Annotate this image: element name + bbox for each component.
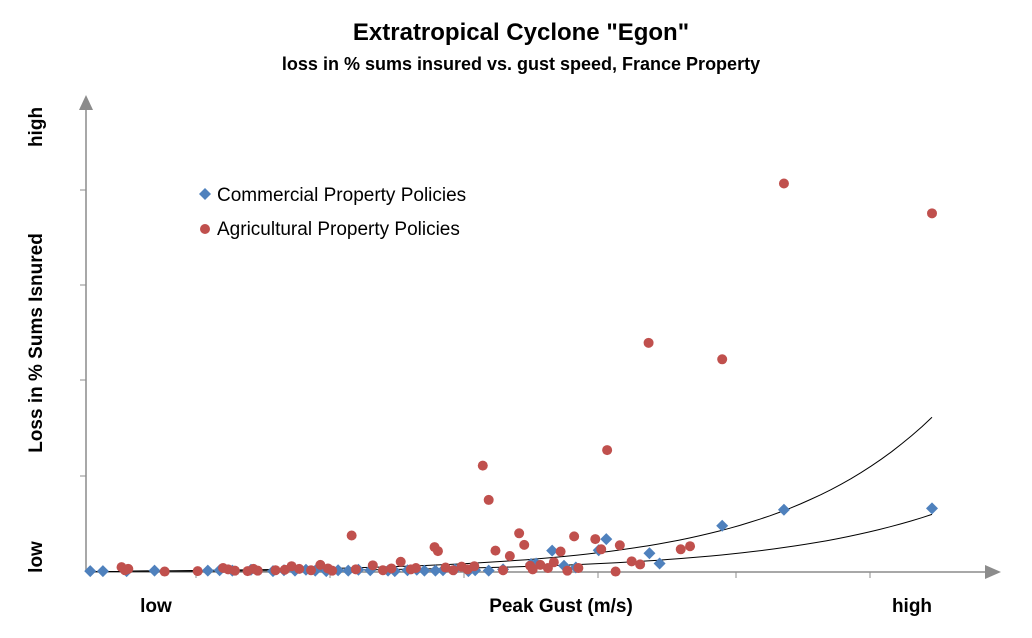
- legend-item-agricultural: Agricultural Property Policies: [200, 219, 460, 240]
- data-point-agricultural: [596, 544, 607, 555]
- data-point-agricultural: [490, 545, 501, 556]
- trendline-commercial: [90, 513, 933, 573]
- trendlines: [90, 416, 933, 573]
- data-point-commercial: [546, 544, 559, 557]
- data-point-agricultural: [410, 562, 421, 573]
- data-point-agricultural: [315, 559, 326, 570]
- data-point-agricultural: [498, 565, 509, 576]
- data-point-agricultural: [294, 563, 305, 574]
- data-point-agricultural: [483, 494, 494, 505]
- data-point-agricultural: [514, 528, 525, 539]
- data-point-agricultural: [448, 565, 459, 576]
- data-point-commercial: [84, 565, 97, 578]
- data-point-agricultural: [367, 560, 378, 571]
- data-point-commercial: [777, 503, 790, 516]
- data-point-commercial: [418, 564, 431, 577]
- data-point-agricultural: [346, 530, 357, 541]
- data-point-agricultural: [555, 546, 566, 557]
- data-point-agricultural: [395, 556, 406, 567]
- data-point-agricultural: [159, 566, 170, 577]
- data-point-agricultural: [192, 566, 203, 577]
- data-point-agricultural: [590, 534, 601, 545]
- data-point-agricultural: [778, 178, 789, 189]
- chart-title: Extratropical Cyclone "Egon": [353, 19, 689, 46]
- data-point-commercial: [148, 564, 161, 577]
- y-tick-high: high: [26, 107, 47, 147]
- axes: [79, 95, 1001, 579]
- data-point-agricultural: [306, 565, 317, 576]
- data-point-agricultural: [469, 561, 480, 572]
- data-point-commercial: [643, 547, 656, 560]
- x-axis-label: Peak Gust (m/s): [489, 596, 633, 617]
- data-point-agricultural: [717, 354, 728, 365]
- data-point-agricultural: [519, 539, 530, 550]
- data-point-agricultural: [685, 541, 696, 552]
- legend-item-commercial: Commercial Property Policies: [199, 185, 466, 206]
- axis-ticks: [80, 189, 871, 578]
- data-point-commercial: [600, 533, 613, 546]
- data-point-agricultural: [270, 565, 281, 576]
- data-point-commercial: [201, 564, 214, 577]
- x-axis-arrow-icon: [985, 565, 1001, 579]
- data-point-agricultural: [377, 565, 388, 576]
- data-point-agricultural: [252, 565, 263, 576]
- data-points: [84, 178, 938, 578]
- data-point-agricultural: [477, 460, 488, 471]
- blue-diamond-icon: [199, 188, 211, 200]
- data-point-agricultural: [626, 556, 637, 567]
- data-point-agricultural: [440, 562, 451, 573]
- data-point-agricultural: [386, 563, 397, 574]
- data-point-agricultural: [123, 563, 134, 574]
- data-point-agricultural: [569, 531, 580, 542]
- chart-subtitle: loss in % sums insured vs. gust speed, F…: [282, 54, 760, 74]
- y-axis-label: Loss in % Sums Isnured: [26, 233, 47, 453]
- data-point-agricultural: [614, 540, 625, 551]
- data-point-agricultural: [350, 564, 361, 575]
- data-point-agricultural: [535, 559, 546, 570]
- x-tick-low: low: [140, 596, 172, 617]
- data-point-agricultural: [573, 562, 584, 573]
- data-point-agricultural: [562, 565, 573, 576]
- data-point-agricultural: [548, 557, 559, 568]
- legend-label-commercial: Commercial Property Policies: [217, 185, 466, 206]
- data-point-commercial: [716, 519, 729, 532]
- data-point-agricultural: [286, 561, 297, 572]
- legend-label-agricultural: Agricultural Property Policies: [217, 219, 460, 240]
- data-point-agricultural: [675, 544, 686, 555]
- data-point-agricultural: [504, 550, 515, 561]
- data-point-commercial: [429, 564, 442, 577]
- data-point-commercial: [653, 557, 666, 570]
- data-point-agricultural: [527, 564, 538, 575]
- data-point-commercial: [96, 565, 109, 578]
- data-point-agricultural: [927, 208, 937, 219]
- data-point-commercial: [482, 564, 495, 577]
- data-point-agricultural: [610, 566, 621, 577]
- data-point-agricultural: [432, 546, 443, 557]
- data-point-agricultural: [643, 337, 654, 348]
- data-point-agricultural: [635, 559, 646, 570]
- y-tick-low: low: [26, 541, 47, 573]
- red-circle-icon: [200, 224, 210, 234]
- y-axis-arrow-icon: [79, 95, 93, 110]
- data-point-agricultural: [602, 445, 613, 456]
- data-point-commercial: [926, 502, 938, 515]
- x-tick-high: high: [892, 596, 932, 617]
- legend: Commercial Property Policies Agricultura…: [199, 185, 466, 240]
- data-point-agricultural: [327, 565, 338, 576]
- data-point-agricultural: [229, 565, 240, 576]
